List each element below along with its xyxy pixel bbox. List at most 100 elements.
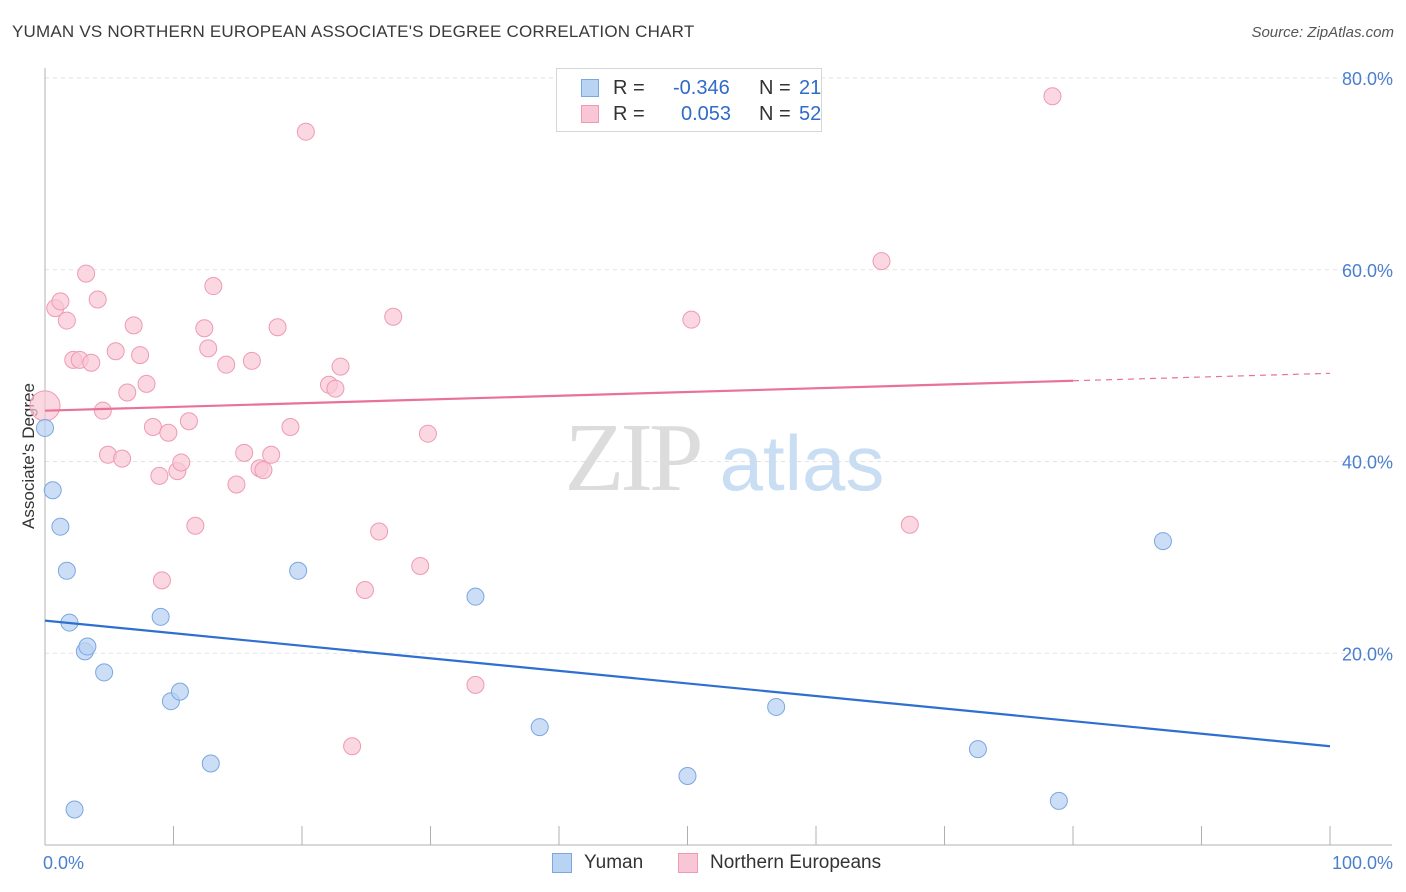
northern-point <box>418 424 437 443</box>
northern-point <box>131 346 150 365</box>
yuman-point <box>78 637 97 656</box>
n-value: 21 <box>799 77 822 99</box>
yuman-point <box>968 740 987 759</box>
y-tick-label: 20.0% <box>1342 644 1393 664</box>
northern-point <box>326 379 345 398</box>
r-value: 0.053 <box>681 103 732 125</box>
northern-point <box>900 515 919 534</box>
northern-point <box>370 522 389 541</box>
northern-point <box>343 737 362 756</box>
northern-point <box>199 339 218 358</box>
n-label: N = <box>759 103 791 125</box>
northern-point <box>57 311 76 330</box>
northern-point <box>106 342 125 361</box>
yuman-trend-line <box>44 619 1331 748</box>
northern-point <box>296 122 315 141</box>
x-tick-label-min: 0.0% <box>43 853 84 873</box>
yuman-point <box>51 517 70 536</box>
source-label: Source: ZipAtlas.com <box>1251 24 1394 41</box>
yuman-point <box>201 754 220 773</box>
yuman-point <box>767 697 786 716</box>
northern-point <box>143 417 162 436</box>
northern-swatch <box>581 105 599 123</box>
yuman-point <box>95 663 114 682</box>
northern-legend-label: Northern Europeans <box>710 852 882 873</box>
northern-point <box>29 390 61 422</box>
northern-point <box>150 466 169 485</box>
trend-lines <box>44 372 1331 748</box>
northern-point <box>88 290 107 309</box>
northern-point <box>93 401 112 420</box>
y-tick-label: 60.0% <box>1342 261 1393 281</box>
legend-item-northern: Northern Europeans <box>678 852 898 878</box>
northern-point <box>262 445 281 464</box>
y-tick-labels: 20.0% 40.0% 60.0% 80.0% <box>1342 69 1393 664</box>
y-tick-label: 40.0% <box>1342 453 1393 473</box>
northern-trend-extension <box>1072 372 1331 382</box>
northern-trend-line <box>44 379 1074 412</box>
northern-point <box>118 383 137 402</box>
northern-point <box>355 580 374 599</box>
axes <box>44 68 1392 846</box>
northern-point <box>872 252 891 271</box>
yuman-point <box>65 800 84 819</box>
yuman-legend-swatch <box>552 853 572 873</box>
yuman-point <box>530 718 549 737</box>
northern-point <box>124 316 143 335</box>
r-label: R = <box>613 103 645 125</box>
chart-title: YUMAN VS NORTHERN EUROPEAN ASSOCIATE'S D… <box>12 22 695 41</box>
x-tick-labels: 0.0% 100.0% <box>43 853 1393 873</box>
northern-point <box>172 453 191 472</box>
yuman-point <box>1153 532 1172 551</box>
x-tick-label-max: 100.0% <box>1332 853 1393 873</box>
yuman-point <box>151 607 170 626</box>
r-label: R = <box>613 77 645 99</box>
yuman-point <box>43 481 62 500</box>
northern-point <box>113 449 132 468</box>
n-value: 52 <box>799 103 822 125</box>
yuman-points <box>36 418 1172 819</box>
northern-point <box>186 516 205 535</box>
yuman-point <box>36 418 54 437</box>
northern-point <box>682 310 701 329</box>
northern-point <box>51 292 70 311</box>
yuman-point <box>57 561 76 580</box>
northern-point <box>159 423 178 442</box>
n-label: N = <box>759 77 791 99</box>
northern-point <box>254 461 273 480</box>
northern-point <box>281 417 300 436</box>
northern-point <box>227 475 246 494</box>
yuman-legend-label: Yuman <box>584 852 644 873</box>
northern-point <box>331 357 350 376</box>
northern-point <box>411 557 430 576</box>
correlation-legend: R = -0.346 N = 21 R = 0.053 N = 52 <box>556 68 822 132</box>
northern-point <box>82 353 101 372</box>
legend-item-yuman: Yuman <box>552 852 662 878</box>
yuman-point <box>170 682 189 701</box>
northern-point <box>242 351 261 370</box>
northern-legend-swatch <box>678 853 698 873</box>
northern-point <box>268 318 287 337</box>
northern-point <box>195 319 214 338</box>
y-axis-label: Associate's Degree <box>19 383 38 529</box>
yuman-swatch <box>581 79 599 97</box>
yuman-point <box>466 587 485 606</box>
y-tick-label: 80.0% <box>1342 69 1393 89</box>
r-value: -0.346 <box>673 77 730 99</box>
northern-point <box>217 355 236 374</box>
northern-point <box>77 264 96 283</box>
watermark-zip: ZIP <box>565 404 700 512</box>
northern-point <box>152 571 171 590</box>
northern-point <box>1043 87 1062 106</box>
x-tick-marks <box>44 826 1331 845</box>
northern-point <box>137 374 156 393</box>
northern-point <box>179 412 198 431</box>
northern-point <box>466 675 485 694</box>
yuman-point <box>1049 791 1068 810</box>
northern-point <box>235 443 254 462</box>
watermark-atlas: atlas <box>720 419 885 507</box>
northern-point <box>204 277 223 296</box>
northern-europeans-points <box>29 87 1062 756</box>
yuman-point <box>289 561 308 580</box>
